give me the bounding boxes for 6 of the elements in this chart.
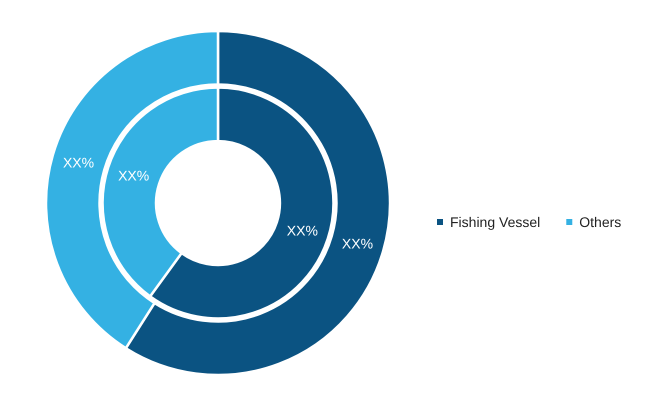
legend-label: Fishing Vessel (450, 214, 540, 230)
data-label: XX% (118, 168, 150, 184)
data-label: XX% (286, 222, 318, 238)
data-label: XX% (342, 236, 374, 252)
legend-label: Others (579, 214, 622, 230)
data-label: XX% (62, 154, 94, 170)
